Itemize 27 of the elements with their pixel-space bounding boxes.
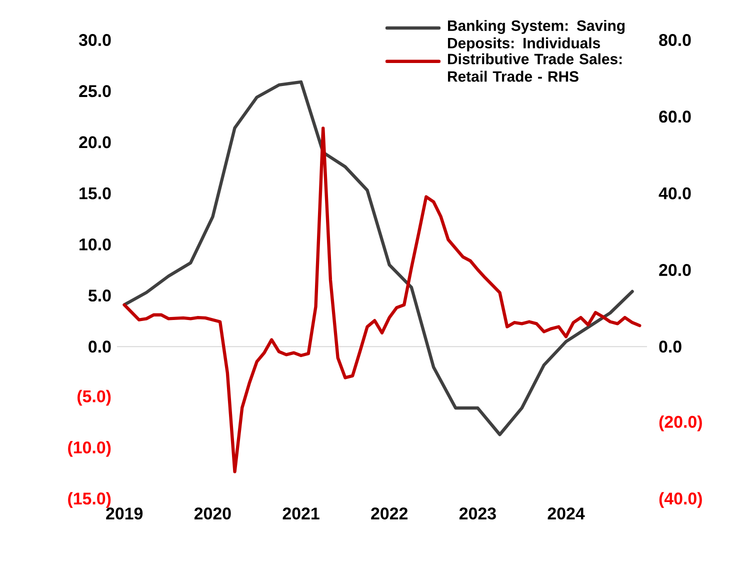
y-tick-label: (10.0): [68, 441, 111, 457]
line-series: [122, 80, 634, 436]
legend-label: Banking System: Saving Deposits: Individuals: [448, 20, 625, 52]
y2-tick-label: 0.0: [659, 340, 682, 353]
x-tick-label: 2024: [548, 508, 585, 520]
y2-tick-label: 60.0: [659, 110, 691, 123]
y-tick-label: 5.0: [88, 290, 111, 302]
x-tick-label: 2020: [194, 508, 231, 520]
y-tick-label: (15.0): [68, 492, 111, 508]
x-tick-label: 2019: [106, 508, 143, 520]
y2-tick-label: 80.0: [659, 34, 691, 46]
line-series: [122, 126, 642, 474]
y2-tick-label: 40.0: [658, 187, 691, 200]
y-tick-label: 10.0: [80, 238, 111, 250]
y-tick-label: 30.0: [78, 34, 111, 46]
y2-tick-label: 20.0: [659, 264, 691, 276]
y-tick-label: 20.0: [79, 136, 111, 148]
x-tick-label: 2021: [282, 508, 320, 520]
y-tick-label: 25.0: [79, 85, 111, 98]
x-tick-label: 2022: [371, 508, 408, 520]
y-tick-label: 15.0: [80, 187, 111, 200]
y2-tick-label: (40.0): [659, 492, 702, 508]
x-tick-label: 2023: [459, 508, 496, 520]
legend-label: Distributive Trade Sales: Retail Trade - RHS: [448, 53, 622, 82]
y-tick-label: 0.0: [88, 340, 111, 353]
y2-tick-label: (20.0): [659, 415, 702, 432]
y-tick-label: (5.0): [78, 390, 111, 406]
